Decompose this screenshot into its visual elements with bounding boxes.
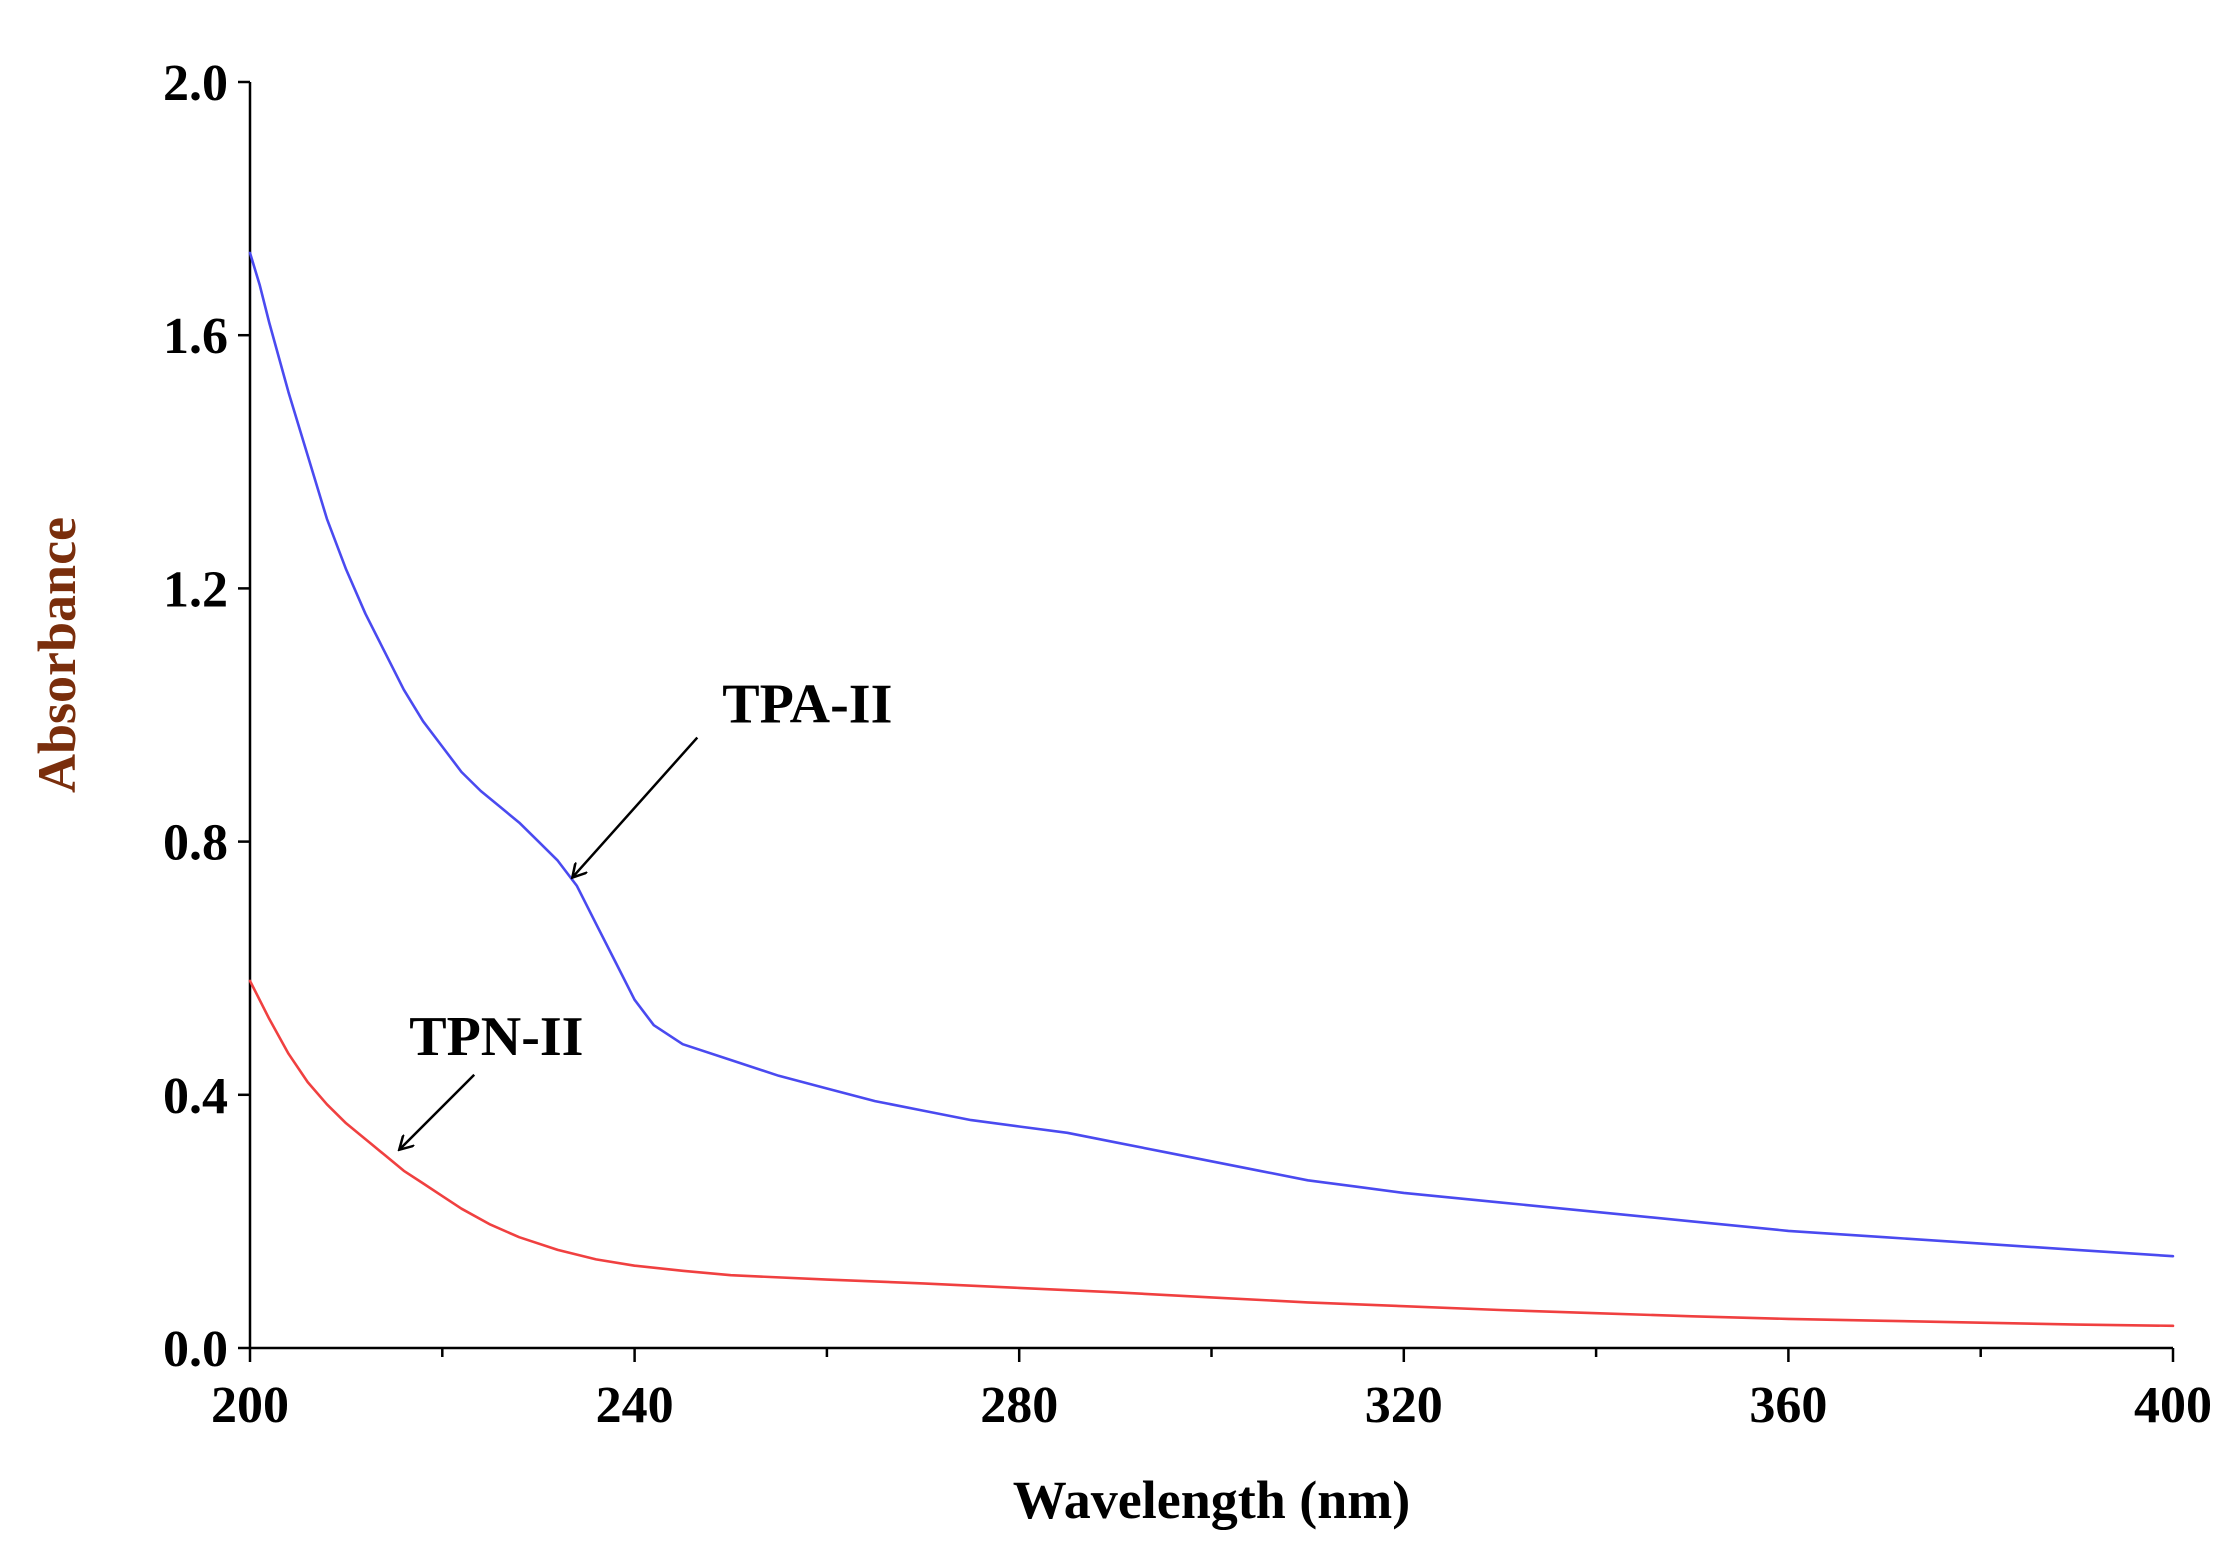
annotation-label: TPN-II: [409, 1006, 583, 1068]
series-line-tpn-ii: [248, 979, 2175, 1328]
annotation-arrow: [572, 736, 699, 878]
y-tick-label: 0.8: [163, 815, 228, 872]
x-axis-ticks: 200 240 280 320 360 400: [211, 1348, 2212, 1434]
annotation-arrow: [399, 1073, 476, 1150]
y-tick-label: 1.6: [163, 308, 228, 365]
x-tick-label: 280: [980, 1377, 1058, 1434]
x-tick-label: 360: [1749, 1377, 1827, 1434]
y-tick-label: 0.0: [163, 1321, 228, 1378]
annotation-label: TPA-II: [722, 674, 892, 736]
x-tick-label: 320: [1365, 1377, 1443, 1434]
y-axis-title: Absorbance: [27, 517, 87, 793]
x-tick-label: 200: [211, 1377, 289, 1434]
series-layer: [248, 251, 2175, 1328]
plot-axes: [248, 82, 2173, 1350]
y-tick-label: 2.0: [163, 55, 228, 112]
y-tick-label: 0.4: [163, 1068, 228, 1125]
y-axis-ticks: 0.0 0.4 0.8 1.2 1.6 2.0: [163, 55, 250, 1378]
x-tick-label: 400: [2134, 1377, 2212, 1434]
x-tick-label: 240: [596, 1377, 674, 1434]
x-axis-title: Wavelength (nm): [1013, 1470, 1411, 1530]
series-line-tpa-ii: [248, 251, 2175, 1258]
y-tick-label: 1.2: [163, 561, 228, 618]
annotation-layer: TPA-II TPN-II: [399, 674, 892, 1150]
